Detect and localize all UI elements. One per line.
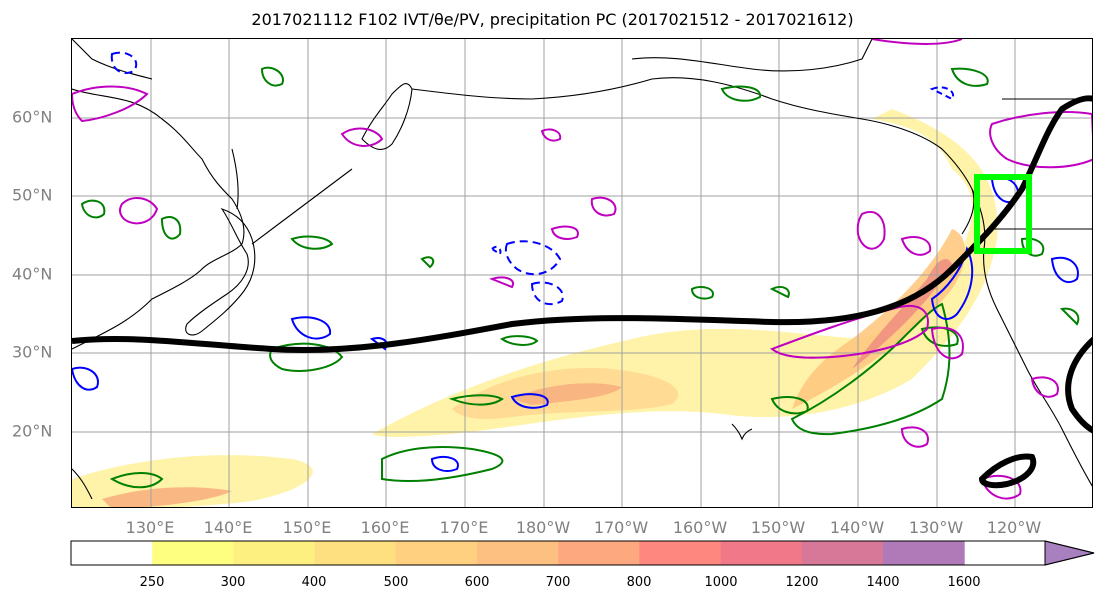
colorbar-cell bbox=[395, 541, 478, 565]
sakhalin bbox=[231, 148, 239, 210]
colorbar-cell bbox=[720, 541, 803, 565]
green-contours bbox=[80, 66, 1080, 489]
lat-label-30: 30°N bbox=[12, 342, 53, 362]
black-contour bbox=[72, 95, 1092, 489]
lon-label-130e: 130°E bbox=[125, 518, 175, 537]
lon-label-160e: 160°E bbox=[360, 518, 410, 537]
colorbar-tick-300: 300 bbox=[220, 575, 246, 590]
colorbar-tick-1200: 1200 bbox=[785, 575, 819, 590]
colorbar-extend-arrow bbox=[1044, 540, 1095, 566]
kuril-chain bbox=[251, 168, 353, 245]
ivt-band-subtropical bbox=[372, 109, 998, 438]
colorbar-tick-1000: 1000 bbox=[704, 575, 738, 590]
lon-label-120w: 120°W bbox=[986, 518, 1042, 537]
asia-coast bbox=[72, 88, 245, 350]
colorbar-cell bbox=[71, 541, 153, 565]
colorbar bbox=[70, 540, 1095, 566]
colorbar-tick-250: 250 bbox=[139, 575, 165, 590]
alaska-coast bbox=[771, 98, 975, 235]
lat-label-50: 50°N bbox=[12, 185, 53, 205]
colorbar-cell bbox=[233, 541, 316, 565]
lon-label-170e: 170°E bbox=[439, 518, 489, 537]
colorbar-cell bbox=[801, 541, 884, 565]
ivt-core-southwest bbox=[102, 487, 232, 507]
colorbar-tick-1600: 1600 bbox=[947, 575, 981, 590]
philippines bbox=[72, 468, 93, 500]
colorbar-tick-700: 700 bbox=[545, 575, 571, 590]
lon-label-160w: 160°W bbox=[672, 518, 728, 537]
lat-label-60: 60°N bbox=[12, 107, 53, 127]
magenta-contours bbox=[72, 39, 1092, 500]
colorbar-cell bbox=[477, 541, 559, 565]
lat-label-40: 40°N bbox=[12, 264, 53, 284]
colorbar-cell bbox=[558, 541, 640, 565]
na-west-coast bbox=[971, 188, 1092, 487]
colorbar-tick-1400: 1400 bbox=[866, 575, 900, 590]
lon-label-180w: 180°W bbox=[515, 518, 571, 537]
aleutians bbox=[411, 77, 773, 100]
alaska-north bbox=[631, 39, 873, 72]
colorbar-cells bbox=[71, 541, 965, 565]
lon-label-140w: 140°W bbox=[829, 518, 885, 537]
coastlines bbox=[72, 39, 1092, 500]
ivt-shading bbox=[72, 109, 998, 507]
lat-label-20: 20°N bbox=[12, 421, 53, 441]
colorbar-cell bbox=[314, 541, 397, 565]
ivt-core-east bbox=[792, 229, 966, 409]
kamchatka bbox=[361, 83, 413, 150]
lon-label-150w: 150°W bbox=[750, 518, 806, 537]
colorbar-tick-600: 600 bbox=[464, 575, 490, 590]
colorbar-tick-400: 400 bbox=[301, 575, 327, 590]
lon-label-150e: 150°E bbox=[282, 518, 332, 537]
colorbar-outline bbox=[70, 540, 1095, 566]
colorbar-cell bbox=[152, 541, 234, 565]
lon-label-130w: 130°W bbox=[908, 518, 964, 537]
colorbar-cell bbox=[639, 541, 722, 565]
japan bbox=[185, 207, 256, 336]
blue-contours bbox=[72, 51, 1079, 472]
ivt-core-central-inner bbox=[512, 383, 622, 405]
colorbar-cell bbox=[883, 541, 965, 565]
map-area bbox=[71, 38, 1093, 508]
colorbar-tick-500: 500 bbox=[383, 575, 409, 590]
hawaii bbox=[731, 423, 753, 441]
map-canvas bbox=[72, 39, 1092, 507]
colorbar-tick-800: 800 bbox=[626, 575, 652, 590]
target-box bbox=[974, 174, 1032, 254]
map-title: 2017021112 F102 IVT/θe/PV, precipitation… bbox=[251, 10, 854, 29]
lon-label-170w: 170°W bbox=[593, 518, 649, 537]
lon-label-140e: 140°E bbox=[203, 518, 253, 537]
